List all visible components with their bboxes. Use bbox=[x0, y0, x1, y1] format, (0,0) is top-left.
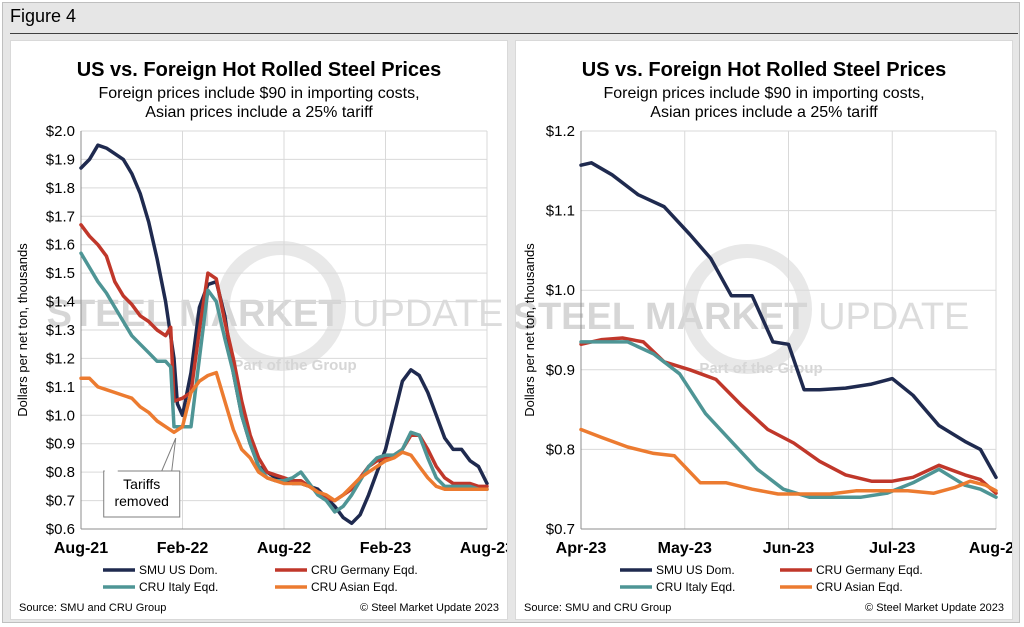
y-tick-label: $0.7 bbox=[46, 493, 75, 510]
chart-subtitle-line: Asian prices include a 25% tariff bbox=[145, 104, 373, 121]
chart-right: US vs. Foreign Hot Rolled Steel Prices Fo… bbox=[516, 59, 1012, 614]
y-tick-label: $1.6 bbox=[46, 237, 75, 254]
y-tick-label: $1.0 bbox=[46, 407, 75, 424]
y-tick-label: $0.9 bbox=[546, 362, 575, 379]
y-tick-label: $1.1 bbox=[546, 203, 575, 220]
x-tick-label: Jul-23 bbox=[869, 540, 915, 557]
watermark-part-of: Part of the Group bbox=[699, 360, 822, 377]
legend-label: CRU Italy Eqd. bbox=[139, 580, 218, 594]
legend-label: CRU Asian Eqd. bbox=[816, 580, 903, 594]
y-tick-label: $1.3 bbox=[46, 322, 75, 339]
legend-label: CRU Italy Eqd. bbox=[656, 580, 735, 594]
y-tick-label: $1.2 bbox=[546, 123, 575, 140]
source-note: Source: SMU and CRU Group bbox=[19, 602, 166, 614]
y-axis-label: Dollars per net ton, thousands bbox=[522, 243, 537, 417]
series-line-cru-asian-eqd bbox=[79, 370, 489, 503]
chart-title: US vs. Foreign Hot Rolled Steel Prices bbox=[582, 59, 947, 81]
annotation-join bbox=[104, 470, 118, 473]
legend-label: SMU US Dom. bbox=[139, 563, 218, 577]
y-tick-label: $0.9 bbox=[46, 436, 75, 453]
y-tick-label: $1.2 bbox=[46, 350, 75, 367]
x-tick-label: Feb-23 bbox=[360, 540, 412, 557]
y-tick-label: $1.0 bbox=[546, 282, 575, 299]
x-tick-label: Aug-22 bbox=[257, 540, 311, 557]
x-tick-label: May-23 bbox=[658, 540, 712, 557]
x-tick-label: Aug-23 bbox=[969, 540, 1012, 557]
watermark-brand-text: STEEL MARKET UPDATE bbox=[516, 296, 969, 338]
x-tick-label: Apr-23 bbox=[556, 540, 607, 557]
annotation-pointer bbox=[160, 437, 177, 472]
y-tick-label: $0.6 bbox=[46, 521, 75, 538]
y-tick-label: $1.9 bbox=[46, 151, 75, 168]
chart-title: US vs. Foreign Hot Rolled Steel Prices bbox=[77, 59, 442, 81]
annotation-box bbox=[103, 470, 181, 518]
series-line-cru-asian-eqd bbox=[579, 427, 998, 496]
chart-left: US vs. Foreign Hot Rolled Steel Prices Fo… bbox=[15, 59, 507, 614]
series-line-smu-us-dom bbox=[579, 161, 998, 480]
chart-panel-left: US vs. Foreign Hot Rolled Steel Prices Fo… bbox=[10, 40, 508, 620]
chart-subtitle-line: Foreign prices include $90 in importing … bbox=[603, 85, 924, 102]
copyright-note: © Steel Market Update 2023 bbox=[865, 602, 1004, 614]
y-tick-label: $0.8 bbox=[46, 464, 75, 481]
y-tick-label: $1.5 bbox=[46, 265, 75, 282]
legend-label: CRU Asian Eqd. bbox=[311, 580, 398, 594]
y-tick-label: $1.1 bbox=[46, 379, 75, 396]
watermark-part-of: Part of the Group bbox=[233, 357, 356, 374]
x-tick-label: Feb-22 bbox=[157, 540, 209, 557]
chart-subtitle-line: Asian prices include a 25% tariff bbox=[650, 104, 878, 121]
y-tick-label: $0.8 bbox=[546, 441, 575, 458]
series-line-cru-germany-eqd bbox=[579, 336, 998, 495]
legend-label: SMU US Dom. bbox=[656, 563, 735, 577]
watermark-brand-text: STEEL MARKET UPDATE bbox=[47, 293, 504, 335]
y-tick-label: $1.8 bbox=[46, 180, 75, 197]
legend-label: CRU Germany Eqd. bbox=[311, 563, 418, 577]
legend-label: CRU Germany Eqd. bbox=[816, 563, 923, 577]
x-tick-label: Aug-21 bbox=[54, 540, 108, 557]
x-tick-label: Aug-23 bbox=[460, 540, 507, 557]
figure-rule bbox=[10, 33, 1018, 34]
watermark-logo-ring bbox=[682, 244, 812, 374]
figure-label: Figure 4 bbox=[10, 6, 77, 26]
y-tick-label: $2.0 bbox=[46, 123, 75, 140]
chart-subtitle-line: Foreign prices include $90 in importing … bbox=[98, 85, 419, 102]
annotation-text-line: removed bbox=[114, 493, 168, 509]
source-note: Source: SMU and CRU Group bbox=[524, 602, 671, 614]
y-tick-label: $1.4 bbox=[46, 294, 75, 311]
y-tick-label: $1.7 bbox=[46, 208, 75, 225]
copyright-note: © Steel Market Update 2023 bbox=[360, 602, 499, 614]
annotation-text-line: Tariffs bbox=[123, 476, 160, 492]
x-tick-label: Jun-23 bbox=[763, 540, 815, 557]
y-axis-label: Dollars per net ton, thousands bbox=[15, 243, 30, 417]
y-tick-label: $0.7 bbox=[546, 521, 575, 538]
chart-panel-right: US vs. Foreign Hot Rolled Steel Prices Fo… bbox=[515, 40, 1013, 620]
